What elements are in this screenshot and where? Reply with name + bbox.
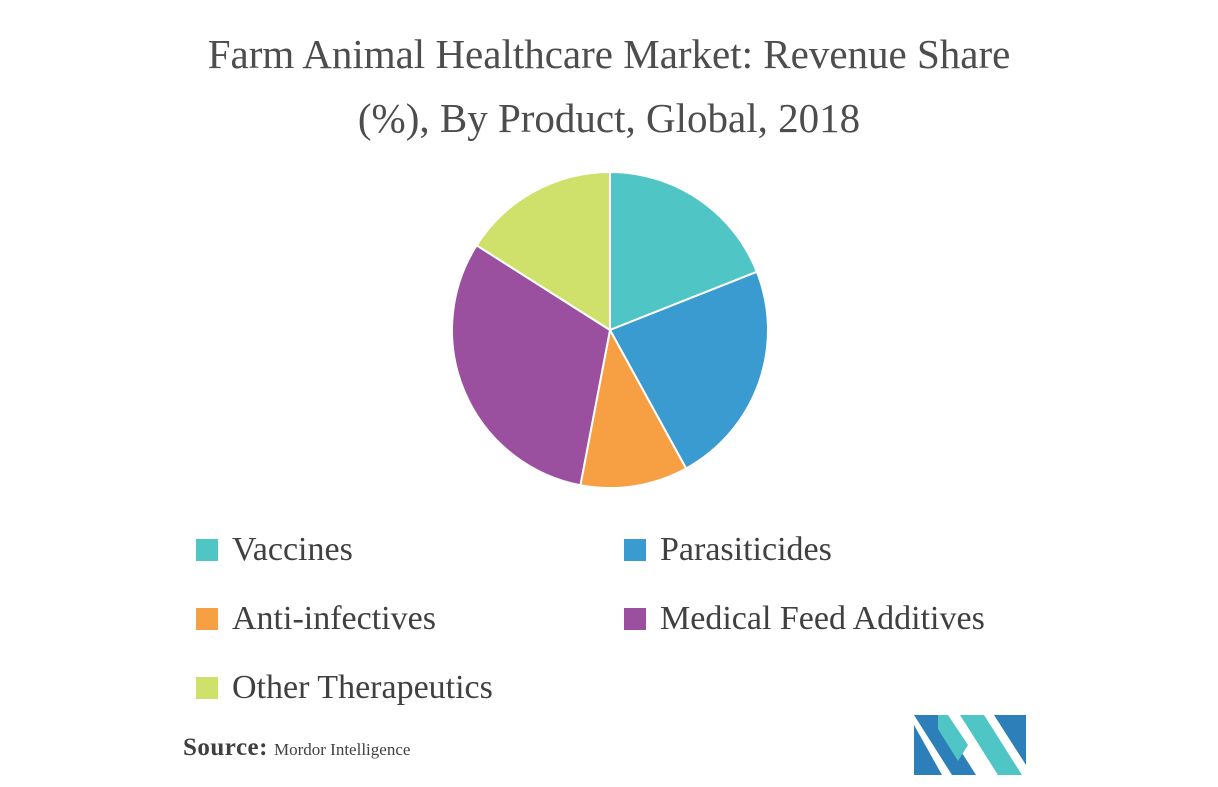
source-note: Source: Mordor Intelligence	[183, 734, 410, 766]
legend-label-parasiticides: Parasiticides	[660, 531, 832, 568]
legend-label-medical-feed-additives: Medical Feed Additives	[660, 600, 985, 637]
source-label: Source:	[183, 734, 268, 761]
legend-swatch-medical-feed-additives	[624, 608, 646, 630]
pie-slice-parasiticides	[609, 270, 769, 470]
legend-swatch-other-therapeutics	[196, 677, 218, 699]
legend-swatch-anti-infectives	[196, 608, 218, 630]
legend-label-vaccines: Vaccines	[232, 531, 353, 568]
legend-item-medical-feed-additives: Medical Feed Additives	[624, 599, 985, 639]
legend-item-parasiticides: Parasiticides	[624, 530, 832, 570]
chart-title: Farm Animal Healthcare Market: Revenue S…	[0, 22, 1218, 150]
chart-title-line-1: Farm Animal Healthcare Market: Revenue S…	[207, 31, 1011, 77]
mordor-intelligence-logo-icon	[914, 715, 1026, 775]
chart-title-line-2: (%), By Product, Global, 2018	[357, 95, 861, 141]
legend-swatch-parasiticides	[624, 539, 646, 561]
legend-item-other-therapeutics: Other Therapeutics	[196, 668, 493, 708]
legend-swatch-vaccines	[196, 539, 218, 561]
pie-slice-other-therapeutics	[475, 171, 611, 331]
source-value: Mordor Intelligence	[273, 740, 411, 759]
legend-label-other-therapeutics: Other Therapeutics	[232, 669, 493, 706]
pie-chart	[451, 171, 769, 490]
legend-label-anti-infectives: Anti-infectives	[232, 600, 436, 637]
pie-slice-anti-infectives	[579, 329, 688, 490]
legend-item-anti-infectives: Anti-infectives	[196, 599, 436, 639]
pie-slice-vaccines	[609, 171, 758, 331]
legend-item-vaccines: Vaccines	[196, 530, 353, 570]
